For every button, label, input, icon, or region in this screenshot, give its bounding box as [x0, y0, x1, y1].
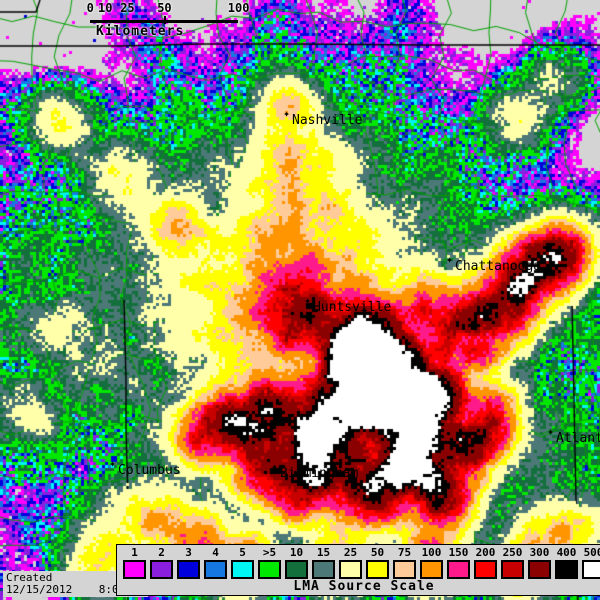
legend-level-label: 300: [529, 546, 550, 559]
legend-color-swatch: [231, 560, 254, 579]
lma-source-scale-legend: 1 2 3 4 5 >5 10 15 25 50 75 100 150 200 250 300 400 500 L…: [116, 544, 600, 596]
legend-level-15: 15: [310, 547, 337, 579]
legend-color-swatch: [474, 560, 497, 579]
legend-level-label: 4: [212, 546, 219, 559]
legend-level-150: 150: [445, 547, 472, 579]
legend-level-label: 1: [131, 546, 138, 559]
legend-color-swatch: [177, 560, 200, 579]
legend-color-swatch: [123, 560, 146, 579]
legend-color-swatch: [258, 560, 281, 579]
created-date: 12/15/2012: [6, 583, 73, 596]
legend-level-250: 250: [499, 547, 526, 579]
legend-color-swatch: [420, 560, 443, 579]
legend-level-gt5: >5: [256, 547, 283, 579]
legend-level-label: 200: [475, 546, 496, 559]
legend-level-label: 3: [185, 546, 192, 559]
legend-level-10: 10: [283, 547, 310, 579]
legend-level-label: 2: [158, 546, 165, 559]
legend-level-label: 500: [583, 546, 600, 559]
legend-level-label: 50: [370, 546, 385, 559]
legend-color-swatch: [339, 560, 362, 579]
legend-color-swatch: [393, 560, 416, 579]
legend-level-400: 400: [553, 547, 580, 579]
legend-color-swatch: [366, 560, 389, 579]
legend-level-50: 50: [364, 547, 391, 579]
legend-level-75: 75: [391, 547, 418, 579]
legend-level-200: 200: [472, 547, 499, 579]
legend-color-swatch: [528, 560, 551, 579]
legend-level-label: 75: [397, 546, 412, 559]
legend-level-label: 250: [502, 546, 523, 559]
legend-color-swatch: [555, 560, 578, 579]
legend-level-label: 400: [556, 546, 577, 559]
legend-color-swatch: [204, 560, 227, 579]
legend-level-25: 25: [337, 547, 364, 579]
legend-level-label: 15: [316, 546, 331, 559]
legend-level-label: 10: [289, 546, 304, 559]
legend-level-100: 100: [418, 547, 445, 579]
legend-color-swatch: [312, 560, 335, 579]
legend-level-500: 500: [580, 547, 600, 579]
legend-level-4: 4: [202, 547, 229, 579]
created-label: Created: [6, 571, 53, 584]
legend-level-2: 2: [148, 547, 175, 579]
legend-level-5: 5: [229, 547, 256, 579]
legend-level-label: >5: [262, 546, 277, 559]
legend-level-label: 150: [448, 546, 469, 559]
legend-level-3: 3: [175, 547, 202, 579]
legend-level-300: 300: [526, 547, 553, 579]
legend-level-1: 1: [121, 547, 148, 579]
legend-color-swatch: [285, 560, 308, 579]
legend-level-label: 25: [343, 546, 358, 559]
legend-color-swatch: [447, 560, 470, 579]
legend-color-swatch: [150, 560, 173, 579]
legend-color-swatch: [501, 560, 524, 579]
legend-level-label: 5: [239, 546, 246, 559]
legend-swatch-row: 1 2 3 4 5 >5 10 15 25 50 75 100 150 200 250 300 400 500: [121, 547, 600, 579]
legend-title: LMA Source Scale: [293, 579, 435, 594]
legend-level-label: 100: [421, 546, 442, 559]
legend-color-swatch: [582, 560, 600, 579]
